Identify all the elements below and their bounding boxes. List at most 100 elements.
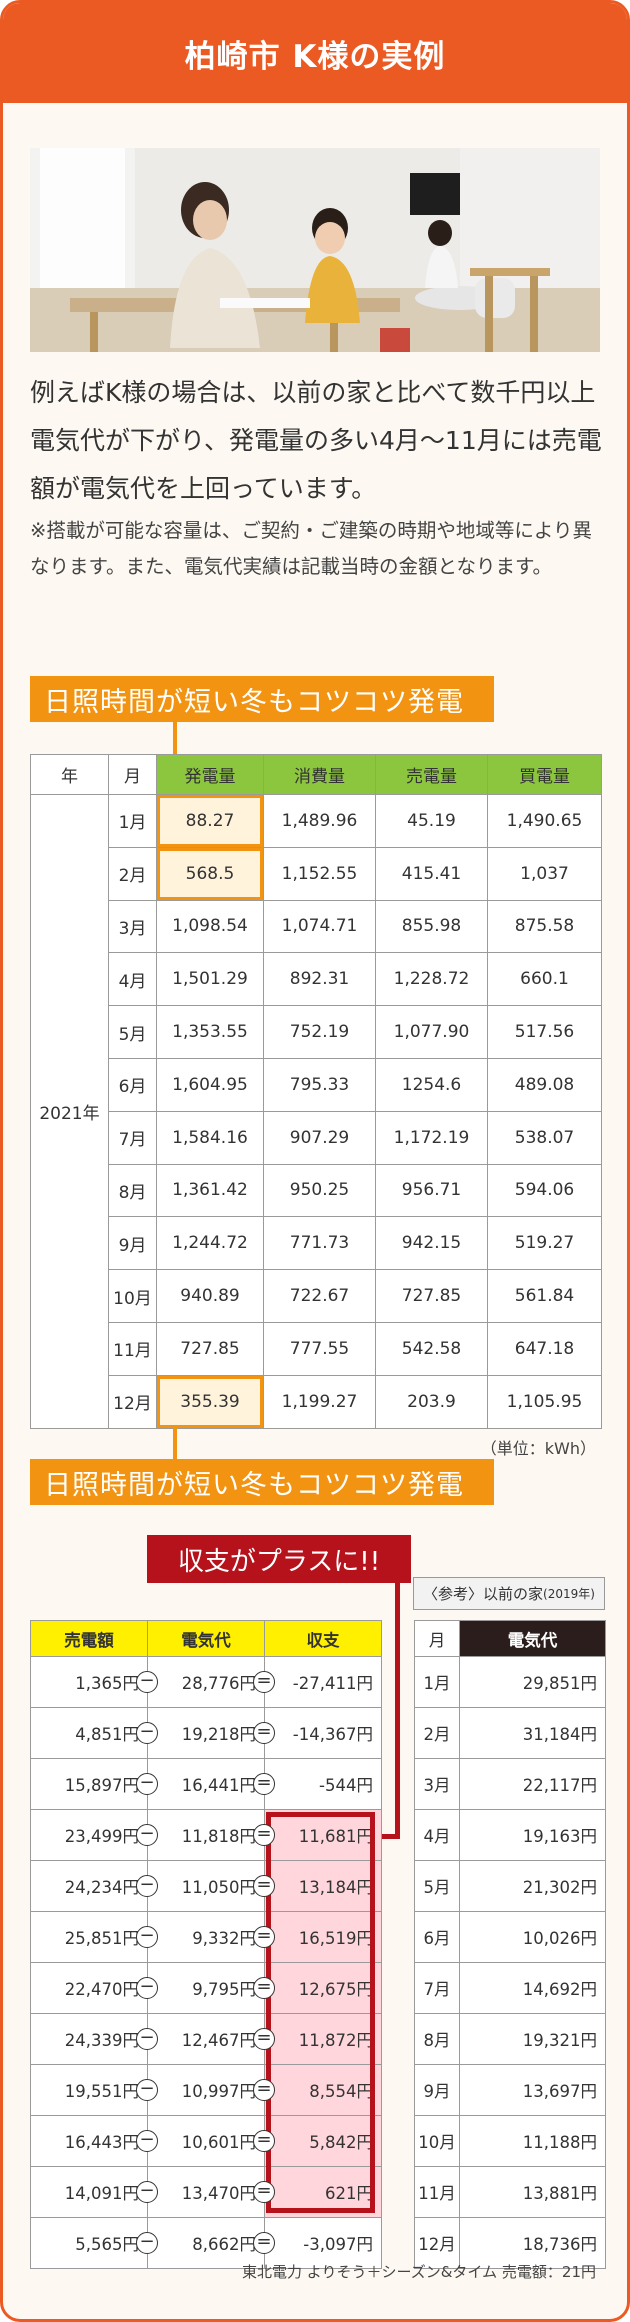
electricity-cost-value: 28,776円 bbox=[181, 1674, 256, 1693]
sold-cell: 855.98 bbox=[375, 899, 488, 954]
balance-row: 5,565円 − 8,662円 = -3,097円 bbox=[30, 2217, 382, 2269]
header-prev-cost: 電気代 bbox=[459, 1620, 606, 1657]
sales-amount-cell: 22,470円 bbox=[30, 1962, 148, 2014]
electricity-cost-value: 10,601円 bbox=[181, 2133, 256, 2152]
balance-value: 11,681円 bbox=[298, 1827, 373, 1846]
month-cell: 9月 bbox=[108, 1216, 157, 1271]
generation-cell: 1,584.16 bbox=[156, 1110, 264, 1165]
sold-cell: 1,172.19 bbox=[375, 1110, 488, 1165]
electricity-cost-value: 12,467円 bbox=[181, 2031, 256, 2050]
month-cell: 11月 bbox=[108, 1321, 157, 1376]
electricity-cost-cell: − 11,818円 bbox=[136, 1809, 265, 1861]
prev-month-cell: 3月 bbox=[414, 1758, 460, 1810]
previous-row: 4月 19,163円 bbox=[414, 1809, 606, 1861]
equals-icon: = bbox=[253, 2232, 275, 2254]
generation-cell: 1,353.55 bbox=[156, 1005, 264, 1059]
previous-row: 3月 22,117円 bbox=[414, 1758, 606, 1810]
prev-month-cell: 10月 bbox=[414, 2115, 460, 2167]
sales-amount-value: 16,443円 bbox=[64, 2133, 139, 2152]
previous-caption-year: (2019年) bbox=[543, 1587, 595, 1601]
prev-cost-cell: 29,851円 bbox=[459, 1656, 606, 1708]
electricity-cost-value: 19,218円 bbox=[181, 1725, 256, 1744]
balance-cell: = -544円 bbox=[253, 1758, 382, 1810]
balance-value: -27,411円 bbox=[292, 1674, 373, 1693]
sold-cell: 45.19 bbox=[375, 794, 488, 848]
sales-amount-cell: 4,851円 bbox=[30, 1707, 148, 1759]
header-consumption: 消費量 bbox=[263, 754, 376, 795]
equals-icon: = bbox=[253, 1875, 275, 1897]
prev-month-cell: 1月 bbox=[414, 1656, 460, 1708]
banner-connector-bottom bbox=[173, 1427, 177, 1477]
generation-cell: 1,604.95 bbox=[156, 1057, 264, 1112]
winter-generation-banner-top: 日照時間が短い冬もコツコツ発電 bbox=[30, 676, 494, 722]
unit-label: （単位：kWh） bbox=[480, 1439, 596, 1458]
generation-row: 4月 1,501.29 892.31 1,228.72 660.1 bbox=[31, 952, 602, 1007]
bought-cell: 519.27 bbox=[487, 1216, 602, 1271]
balance-cell: = -3,097円 bbox=[253, 2217, 382, 2269]
sales-amount-cell: 24,234円 bbox=[30, 1860, 148, 1912]
previous-row: 1月 29,851円 bbox=[414, 1656, 606, 1708]
bought-cell: 538.07 bbox=[487, 1110, 602, 1165]
previous-row: 2月 31,184円 bbox=[414, 1707, 606, 1759]
prev-cost-cell: 13,697円 bbox=[459, 2064, 606, 2116]
bought-cell: 1,490.65 bbox=[487, 794, 602, 848]
generation-row: 8月 1,361.42 950.25 956.71 594.06 bbox=[31, 1163, 602, 1218]
bought-cell: 647.18 bbox=[487, 1321, 602, 1376]
intro-note-text: ※搭載が可能な容量は、ご契約・ご建築の時期や地域等により異なります。また、電気代… bbox=[30, 519, 592, 578]
consumption-cell: 771.73 bbox=[263, 1216, 376, 1271]
balance-row: 23,499円 − 11,818円 = 11,681円 bbox=[30, 1809, 382, 1861]
month-cell: 7月 bbox=[108, 1110, 157, 1165]
consumption-cell: 795.33 bbox=[263, 1057, 376, 1112]
consumption-cell: 892.31 bbox=[263, 952, 376, 1007]
balance-row: 19,551円 − 10,997円 = 8,554円 bbox=[30, 2064, 382, 2116]
minus-icon: − bbox=[136, 1926, 158, 1948]
balance-value: -3,097円 bbox=[303, 2235, 373, 2254]
sold-cell: 1,077.90 bbox=[375, 1005, 488, 1059]
generation-row: 9月 1,244.72 771.73 942.15 519.27 bbox=[31, 1216, 602, 1271]
header-sales-amount: 売電額 bbox=[30, 1620, 148, 1657]
bought-cell: 660.1 bbox=[487, 952, 602, 1007]
previous-row: 7月 14,692円 bbox=[414, 1962, 606, 2014]
sales-amount-cell: 25,851円 bbox=[30, 1911, 148, 1963]
card-title: 柏崎市 K様の実例 bbox=[184, 38, 446, 75]
balance-cell: = -27,411円 bbox=[253, 1656, 382, 1708]
sold-cell: 542.58 bbox=[375, 1321, 488, 1376]
consumption-cell: 1,199.27 bbox=[263, 1374, 376, 1429]
generation-cell: 88.27 bbox=[156, 794, 264, 848]
consumption-cell: 950.25 bbox=[263, 1163, 376, 1218]
electricity-cost-cell: − 10,997円 bbox=[136, 2064, 265, 2116]
electricity-cost-value: 13,470円 bbox=[181, 2184, 256, 2203]
month-cell: 5月 bbox=[108, 1005, 157, 1059]
minus-icon: − bbox=[136, 1671, 158, 1693]
equals-icon: = bbox=[253, 1773, 275, 1795]
bought-cell: 1,037 bbox=[487, 846, 602, 901]
month-cell: 8月 bbox=[108, 1163, 157, 1218]
generation-cell: 1,098.54 bbox=[156, 899, 264, 954]
electricity-cost-value: 16,441円 bbox=[181, 1776, 256, 1795]
bought-cell: 594.06 bbox=[487, 1163, 602, 1218]
electricity-cost-value: 11,818円 bbox=[181, 1827, 256, 1846]
sold-cell: 956.71 bbox=[375, 1163, 488, 1218]
sales-amount-value: 24,234円 bbox=[64, 1878, 139, 1897]
consumption-cell: 907.29 bbox=[263, 1110, 376, 1165]
header-balance: 収支 bbox=[264, 1620, 382, 1657]
previous-row: 8月 19,321円 bbox=[414, 2013, 606, 2065]
bought-cell: 517.56 bbox=[487, 1005, 602, 1059]
month-cell: 1月 bbox=[108, 794, 157, 848]
equals-icon: = bbox=[253, 1824, 275, 1846]
prev-month-cell: 5月 bbox=[414, 1860, 460, 1912]
header-sold: 売電量 bbox=[375, 754, 488, 795]
month-cell: 6月 bbox=[108, 1057, 157, 1112]
month-cell: 3月 bbox=[108, 899, 157, 954]
sold-cell: 1,228.72 bbox=[375, 952, 488, 1007]
prev-month-cell: 9月 bbox=[414, 2064, 460, 2116]
balance-value: -544円 bbox=[319, 1776, 373, 1795]
sales-amount-value: 14,091円 bbox=[64, 2184, 139, 2203]
generation-cell: 568.5 bbox=[156, 846, 264, 901]
balance-cell: = -14,367円 bbox=[253, 1707, 382, 1759]
bought-cell: 875.58 bbox=[487, 899, 602, 954]
prev-month-cell: 4月 bbox=[414, 1809, 460, 1861]
year-cell: 2021年 bbox=[30, 794, 109, 1429]
header-prev-month: 月 bbox=[414, 1620, 460, 1657]
